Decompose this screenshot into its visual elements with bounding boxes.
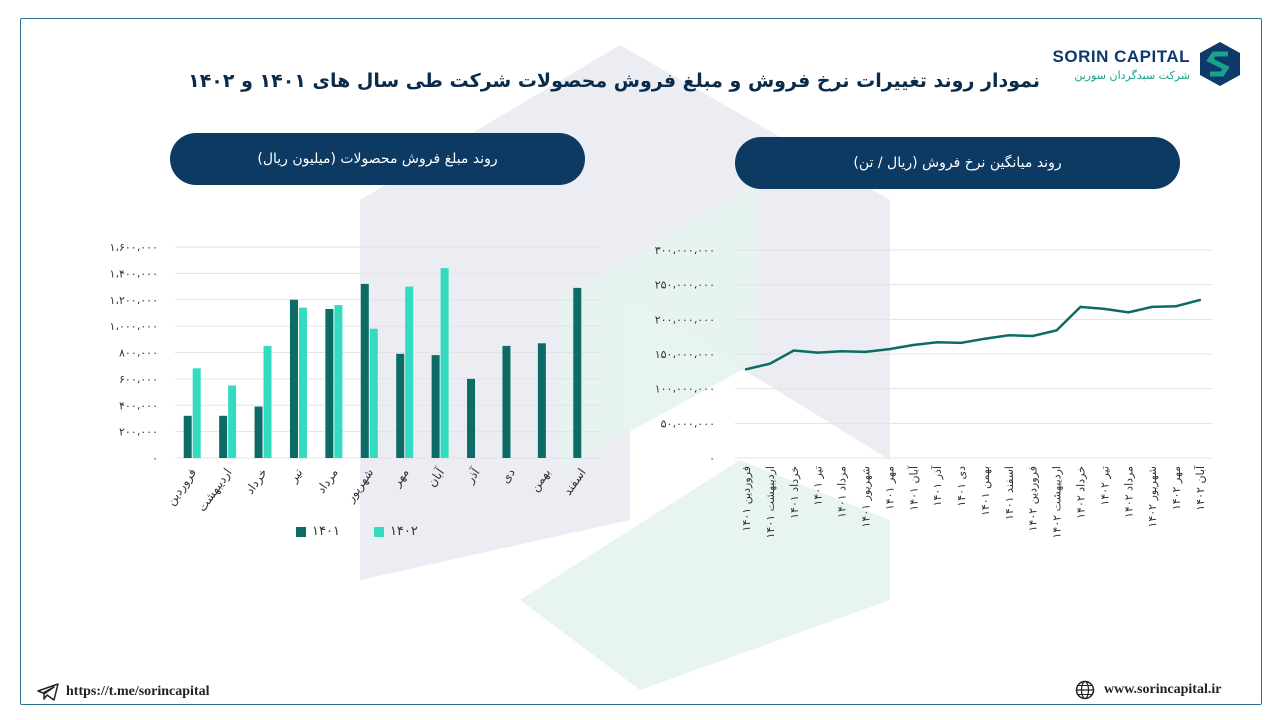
telegram-link[interactable]: https://t.me/sorincapital <box>66 684 210 699</box>
legend-label-1401: ۱۴۰۱ <box>312 524 340 539</box>
legend-swatch-1401 <box>296 526 306 537</box>
line-chart-title-pill: روند میانگین نرخ فروش (ریال / تن) <box>735 137 1180 189</box>
bar-chart-title-pill: روند مبلغ فروش محصولات (میلیون ریال) <box>170 133 585 185</box>
globe-icon <box>1075 680 1095 700</box>
brand-name: SORIN CAPITAL <box>1052 46 1190 66</box>
brand-mark-icon <box>1200 42 1240 86</box>
website-link[interactable]: www.sorincapital.ir <box>1104 682 1222 697</box>
line-chart-title: روند میانگین نرخ فروش (ریال / تن) <box>853 155 1062 171</box>
bar-legend: ۱۴۰۱ ۱۴۰۲ <box>296 524 418 539</box>
page-frame <box>20 18 1262 705</box>
telegram-icon[interactable] <box>36 682 60 702</box>
brand-subtitle: شرکت سبدگردان سورین <box>1074 68 1190 82</box>
brand-logo: SORIN CAPITAL شرکت سبدگردان سورین <box>1053 40 1242 88</box>
legend-label-1402: ۱۴۰۲ <box>389 524 418 539</box>
legend-swatch-1402 <box>373 526 384 537</box>
page-title: نمودار روند تغییرات نرخ فروش و مبلغ فروش… <box>188 70 1040 92</box>
bar-chart-title: روند مبلغ فروش محصولات (میلیون ریال) <box>257 151 498 167</box>
